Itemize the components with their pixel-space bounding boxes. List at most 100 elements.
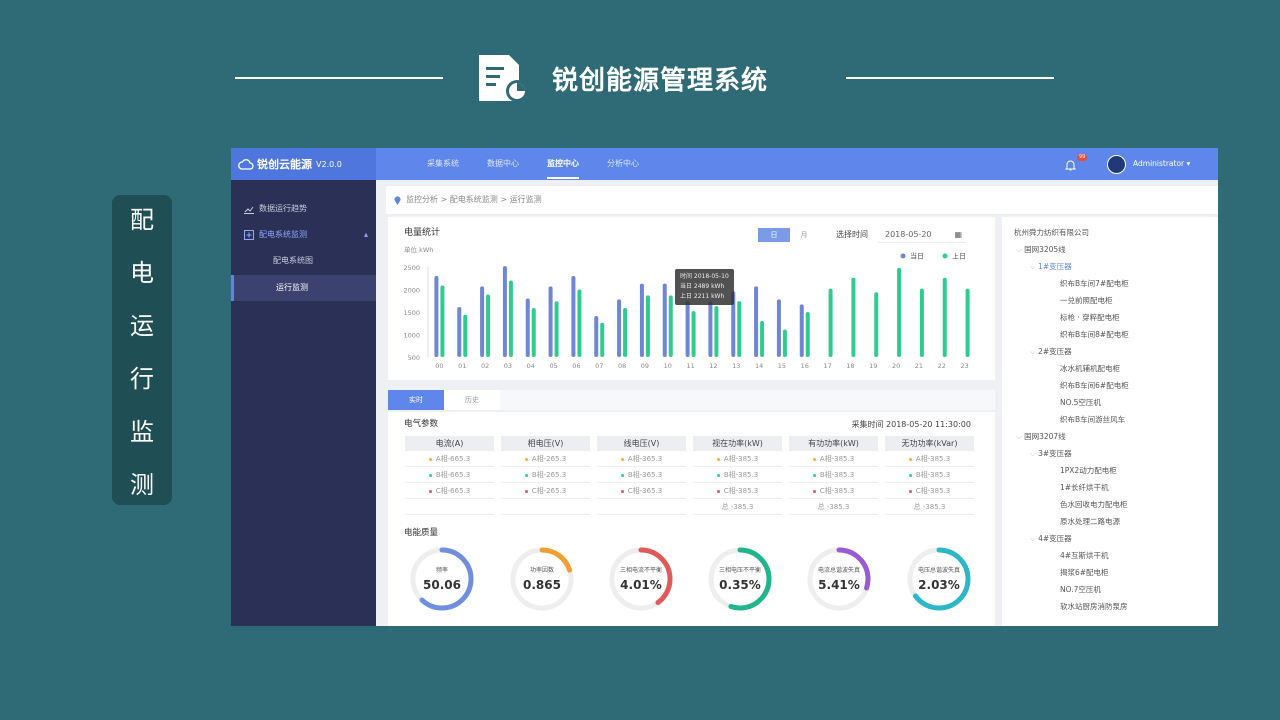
user-menu[interactable]: Administrator ▾	[1133, 148, 1190, 180]
phase-dot	[716, 489, 720, 493]
bar-today	[776, 299, 781, 357]
tree-item[interactable]: 一兑前照配电柜	[1060, 296, 1113, 305]
gauge-ring	[609, 547, 673, 611]
bar-yesterday	[645, 295, 650, 357]
tree-item[interactable]: 4#互斯烘干机	[1060, 551, 1109, 560]
param-value: B相-385.3	[819, 471, 855, 479]
tree-item[interactable]: 织布B车间游丝风车	[1060, 415, 1126, 424]
bar-yesterday	[508, 280, 513, 357]
gauge-value: 0.865	[523, 578, 561, 592]
x-tick-label: 21	[915, 362, 923, 370]
bar-today	[594, 316, 599, 357]
app-screenshot: 锐创云能源 V2.0.0 采集系统 数据中心 监控中心 分析中心 99 Admin…	[231, 148, 1218, 626]
sidebar-item-diagram[interactable]: 配电系统图	[273, 256, 313, 265]
brand[interactable]: 锐创云能源 V2.0.0	[231, 148, 376, 180]
param-value: C相-385.3	[819, 487, 855, 495]
tree-line[interactable]: ⌵ 国网3207线	[1016, 431, 1066, 443]
y-tick-label: 1000	[403, 332, 420, 340]
gauge-arc	[510, 547, 574, 611]
tree-item[interactable]: 冰水机辅机配电柜	[1060, 364, 1120, 373]
avatar[interactable]	[1107, 155, 1126, 174]
nav-data[interactable]: 数据中心	[487, 159, 519, 168]
tab-realtime[interactable]: 实时	[388, 390, 444, 410]
tree-transformer[interactable]: ⌵ 2#变压器	[1030, 346, 1072, 358]
sidebar: 数据运行趋势 配电系统监测 ▴ 配电系统图 运行监测	[231, 180, 376, 626]
nav-collect[interactable]: 采集系统	[427, 159, 459, 168]
column-header: 线电压(V)	[597, 436, 686, 451]
tree-item[interactable]: NO.5空压机	[1060, 398, 1101, 407]
vertical-char: 测	[130, 471, 154, 499]
bar-yesterday	[805, 312, 810, 357]
param-cell: B相-385.3	[789, 467, 878, 483]
vertical-char: 行	[130, 365, 154, 393]
gauge-label: 电流总谐波失真	[817, 567, 860, 574]
sidebar-item-distribution[interactable]: 配电系统监测 ▴	[231, 222, 376, 248]
tree-item[interactable]: 织布B车间6#配电柜	[1060, 381, 1129, 390]
tree-transformer[interactable]: ⌵ 1#变压器	[1030, 261, 1072, 273]
param-value: 总 -385.3	[913, 503, 946, 511]
tree-item[interactable]: 原水处理二路电源	[1060, 517, 1120, 526]
tooltip-today: 当日 2489 kWh	[680, 283, 725, 290]
bar-today	[754, 286, 759, 357]
electrical-title: 电气参数	[404, 419, 439, 429]
tree-transformer[interactable]: ⌵ 3#变压器	[1030, 448, 1072, 460]
tree-item[interactable]: 软水站厨房消防泵房	[1060, 602, 1128, 611]
nav-monitor[interactable]: 监控中心	[547, 148, 579, 179]
param-cell: 总 -385.3	[693, 499, 782, 515]
tree-item[interactable]: 1PX2动力配电柜	[1060, 466, 1117, 475]
y-tick-label: 2500	[403, 264, 420, 272]
toggle-day[interactable]: 日	[758, 228, 790, 242]
nav-analysis[interactable]: 分析中心	[607, 159, 639, 168]
tree-item[interactable]: NO.7空压机	[1060, 585, 1101, 594]
bar-today	[525, 298, 530, 357]
tree-item[interactable]: 织布B车间8#配电柜	[1060, 330, 1129, 339]
bar-today	[571, 276, 576, 357]
gauge-label: 频率	[435, 567, 448, 574]
bar-yesterday	[965, 288, 970, 357]
column-header: 视在功率(kW)	[693, 436, 782, 451]
quality-gauge: 电流总谐波失真 5.41%	[806, 546, 872, 612]
tree-item[interactable]: 标枪 · 穿粹配电柜	[1060, 313, 1120, 322]
param-column: 视在功率(kW) A相-385.3 B相-385.3 C相-385.3 总 -385.3	[693, 436, 782, 515]
phase-dot	[716, 473, 720, 477]
vertical-label: 配 电 运 行 监 测	[112, 195, 172, 505]
gauge-arc	[609, 547, 673, 611]
bar-yesterday	[714, 306, 719, 357]
phase-dot	[620, 457, 624, 461]
gauge-arc	[907, 547, 971, 611]
tree-line[interactable]: ⌵ 国网3205线	[1016, 244, 1066, 256]
chart-tooltip: 时间 2018-05-10 当日 2489 kWh 上日 2211 kWh	[675, 269, 734, 305]
tree-item[interactable]: 织布B车间7#配电柜	[1060, 279, 1129, 288]
bar-today	[617, 299, 622, 357]
vertical-char: 运	[130, 312, 154, 340]
tree-item[interactable]: 1#长纤烘干机	[1060, 483, 1109, 492]
tree-root[interactable]: 杭州舜力纺织有限公司	[1014, 228, 1089, 237]
gauge-arc	[410, 547, 474, 611]
date-input[interactable]: 2018-05-20 ▦	[878, 226, 966, 243]
quality-gauge: 功率因数 0.865	[509, 546, 575, 612]
date-label: 选择时间	[836, 230, 868, 239]
gauge-arc	[708, 547, 772, 611]
sidebar-item-running[interactable]: 运行监测	[231, 275, 376, 301]
toggle-month[interactable]: 月	[800, 231, 808, 239]
vertical-char: 监	[130, 418, 154, 446]
tree-item[interactable]: 揭浆6#配电柜	[1060, 568, 1109, 577]
bar-yesterday	[623, 307, 628, 357]
bar-yesterday	[760, 321, 765, 357]
tab-history[interactable]: 历史	[444, 390, 500, 410]
bar-yesterday	[874, 292, 879, 357]
phase-dot	[812, 489, 816, 493]
tree-item[interactable]: 色水回收电力配电柜	[1060, 500, 1128, 509]
sidebar-item-trend[interactable]: 数据运行趋势	[231, 196, 376, 222]
phase-dot	[620, 473, 624, 477]
param-value: B相-385.3	[915, 471, 951, 479]
bar-yesterday	[942, 277, 947, 357]
x-tick-label: 04	[527, 362, 535, 370]
param-value: A相-385.3	[915, 455, 951, 463]
param-cell: A相-385.3	[789, 451, 878, 467]
tree-transformer[interactable]: ⌵ 4#变压器	[1030, 533, 1072, 545]
x-tick-label: 16	[801, 362, 809, 370]
bell-icon[interactable]	[1065, 159, 1076, 171]
param-value: 总 -385.3	[721, 503, 754, 511]
brand-name: 锐创云能源	[257, 158, 312, 171]
